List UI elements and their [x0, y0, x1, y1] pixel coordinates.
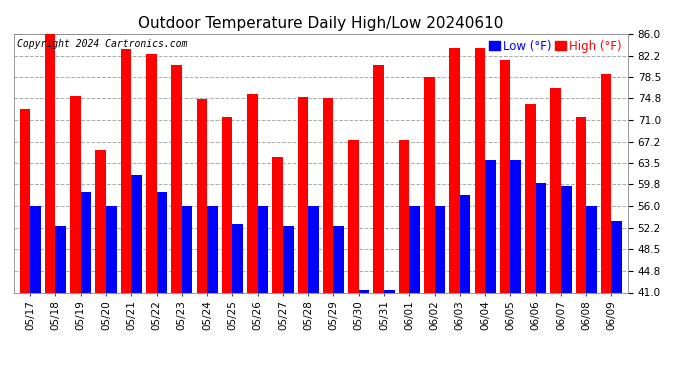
- Bar: [384, 290, 395, 292]
- Bar: [221, 117, 233, 292]
- Bar: [359, 290, 369, 292]
- Bar: [131, 175, 142, 292]
- Text: Copyright 2024 Cartronics.com: Copyright 2024 Cartronics.com: [17, 39, 187, 49]
- Bar: [233, 224, 243, 292]
- Bar: [182, 206, 193, 292]
- Bar: [409, 206, 420, 292]
- Bar: [45, 34, 55, 292]
- Bar: [424, 77, 435, 292]
- Bar: [19, 108, 30, 292]
- Bar: [257, 206, 268, 292]
- Title: Outdoor Temperature Daily High/Low 20240610: Outdoor Temperature Daily High/Low 20240…: [138, 16, 504, 31]
- Bar: [373, 65, 384, 292]
- Bar: [511, 160, 521, 292]
- Bar: [449, 48, 460, 292]
- Bar: [525, 104, 535, 292]
- Bar: [146, 54, 157, 292]
- Bar: [247, 94, 257, 292]
- Bar: [586, 206, 597, 292]
- Bar: [348, 140, 359, 292]
- Bar: [435, 206, 445, 292]
- Bar: [95, 150, 106, 292]
- Bar: [399, 140, 409, 292]
- Bar: [535, 183, 546, 292]
- Bar: [70, 96, 81, 292]
- Bar: [81, 192, 91, 292]
- Bar: [121, 49, 131, 292]
- Bar: [55, 226, 66, 292]
- Bar: [333, 226, 344, 292]
- Bar: [207, 206, 218, 292]
- Bar: [308, 206, 319, 292]
- Bar: [157, 192, 167, 292]
- Bar: [323, 98, 333, 292]
- Bar: [197, 99, 207, 292]
- Bar: [575, 117, 586, 292]
- Bar: [297, 97, 308, 292]
- Bar: [460, 195, 471, 292]
- Bar: [601, 74, 611, 292]
- Bar: [30, 206, 41, 292]
- Bar: [171, 65, 182, 292]
- Bar: [561, 186, 571, 292]
- Bar: [551, 88, 561, 292]
- Bar: [500, 60, 511, 292]
- Legend: Low (°F), High (°F): Low (°F), High (°F): [489, 40, 622, 53]
- Bar: [485, 160, 495, 292]
- Bar: [273, 158, 283, 292]
- Bar: [611, 220, 622, 292]
- Bar: [475, 48, 485, 292]
- Bar: [106, 206, 117, 292]
- Bar: [283, 226, 293, 292]
